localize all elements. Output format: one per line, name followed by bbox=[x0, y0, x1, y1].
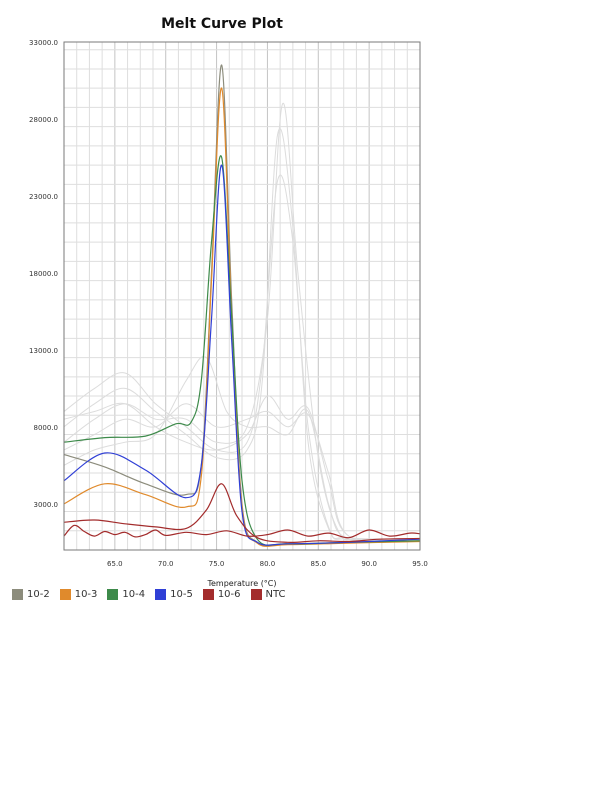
y-tick-label: 13000.0 bbox=[29, 347, 58, 355]
series-line-10-3 bbox=[63, 87, 421, 547]
legend-swatch bbox=[59, 589, 71, 600]
x-tick-label: 90.0 bbox=[361, 560, 377, 568]
legend-label: 10-6 bbox=[217, 589, 241, 600]
y-tick-label: 18000.0 bbox=[29, 270, 58, 278]
series-lines bbox=[63, 64, 421, 547]
x-tick-label: 95.0 bbox=[412, 560, 428, 568]
series-line-ntc bbox=[63, 524, 421, 539]
grid-lines bbox=[63, 42, 421, 551]
legend-swatch bbox=[12, 589, 23, 600]
x-tick-labels: 65.0 70.0 75.0 80.0 85.0 90.0 95.0 bbox=[107, 560, 428, 568]
legend-label: 10-3 bbox=[74, 589, 98, 600]
series-line-10-5 bbox=[63, 164, 421, 546]
series-line-10-6 bbox=[63, 483, 421, 543]
background-trace-line bbox=[63, 395, 421, 542]
x-tick-label: 65.0 bbox=[107, 560, 123, 568]
legend-swatch bbox=[107, 589, 119, 600]
legend-item-10-3: 10-3 bbox=[59, 589, 98, 600]
y-tick-label: 23000.0 bbox=[29, 193, 58, 201]
x-tick-label: 75.0 bbox=[209, 560, 225, 568]
y-tick-labels: 3000.0 8000.0 13000.0 18000.0 23000.0 28000.0… bbox=[29, 39, 58, 509]
legend-label: 10-5 bbox=[170, 589, 193, 600]
background-trace-line bbox=[63, 403, 421, 543]
legend-swatch bbox=[202, 589, 214, 600]
legend-label: 10-4 bbox=[122, 589, 146, 600]
background-trace-line bbox=[63, 103, 421, 541]
x-tick-label: 70.0 bbox=[158, 560, 174, 568]
legend-swatch bbox=[250, 589, 262, 600]
x-tick-label: 80.0 bbox=[260, 560, 276, 568]
background-trace-line bbox=[63, 128, 421, 541]
background-traces bbox=[63, 103, 421, 543]
chart-title: Melt Curve Plot bbox=[161, 16, 283, 32]
x-axis-label: Temperature (°C) bbox=[206, 579, 276, 588]
y-tick-label: 8000.0 bbox=[34, 424, 59, 432]
y-tick-label: 33000.0 bbox=[29, 39, 58, 47]
legend-item-ntc: NTC bbox=[250, 589, 286, 600]
legend-label: NTC bbox=[265, 589, 286, 600]
plot-frame bbox=[63, 41, 421, 551]
legend-swatch bbox=[155, 589, 167, 600]
legend-item-10-5: 10-5 bbox=[155, 589, 193, 600]
y-tick-label: 3000.0 bbox=[34, 501, 59, 509]
legend-item-10-4: 10-4 bbox=[107, 589, 145, 600]
x-tick-label: 85.0 bbox=[310, 560, 326, 568]
y-tick-label: 28000.0 bbox=[29, 116, 58, 124]
background-trace-line bbox=[63, 356, 421, 543]
legend-label: 10-2 bbox=[27, 589, 50, 600]
chart-legend: 10-2 10-3 10-4 10-5 10-6 NTC bbox=[12, 589, 286, 600]
legend-item-10-6: 10-6 bbox=[202, 589, 241, 600]
legend-item-10-2: 10-2 bbox=[12, 589, 50, 600]
